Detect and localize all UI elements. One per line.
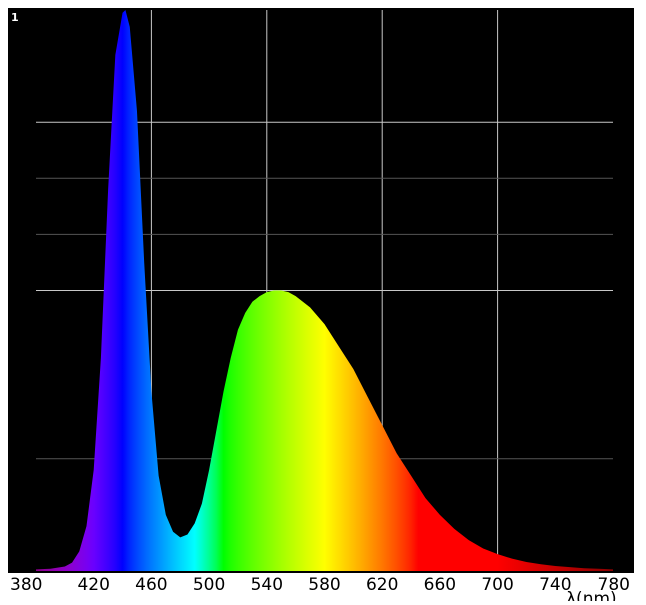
- x-tick-label: 420: [77, 575, 109, 595]
- spectrum-area: [36, 10, 613, 571]
- x-tick-label: 540: [251, 575, 283, 595]
- x-axis-label: λ(nm): [566, 589, 617, 601]
- x-tick-label: 660: [424, 575, 456, 595]
- x-tick-label: 740: [539, 575, 571, 595]
- x-tick-label: 380: [10, 575, 42, 595]
- y-max-tick-label: 1: [11, 11, 19, 24]
- x-tick-label: 700: [481, 575, 513, 595]
- x-tick-labels: 380 420 460 500 540 580 620 660 700 740 780: [10, 575, 630, 595]
- x-tick-label: 580: [308, 575, 340, 595]
- x-tick-label: 780: [598, 575, 630, 595]
- x-tick-label: 460: [135, 575, 167, 595]
- x-tick-label: 620: [366, 575, 398, 595]
- x-tick-label: 500: [193, 575, 225, 595]
